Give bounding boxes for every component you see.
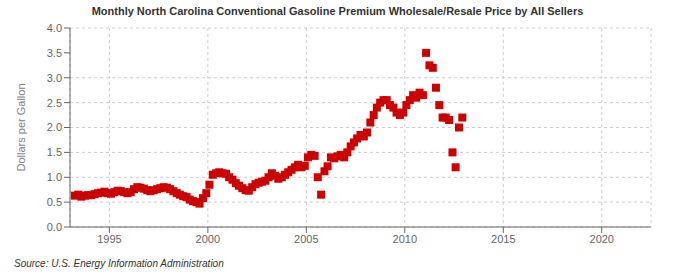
svg-text:2010: 2010 bbox=[393, 233, 417, 245]
svg-text:2.5: 2.5 bbox=[47, 97, 62, 109]
html-text:Monthly North Carolina Convent: Monthly North Carolina Conventional Gaso… bbox=[91, 5, 584, 17]
svg-text:0.0: 0.0 bbox=[47, 221, 62, 233]
svg-text:2000: 2000 bbox=[196, 233, 220, 245]
svg-text:3.0: 3.0 bbox=[47, 72, 62, 84]
svg-text:1.5: 1.5 bbox=[47, 146, 62, 158]
svg-text:1.0: 1.0 bbox=[47, 171, 62, 183]
svg-text:2015: 2015 bbox=[491, 233, 515, 245]
svg-text:4.0: 4.0 bbox=[47, 22, 62, 34]
svg-text:3.5: 3.5 bbox=[47, 47, 62, 59]
svg-text:2.0: 2.0 bbox=[47, 121, 62, 133]
svg-text:1995: 1995 bbox=[97, 233, 121, 245]
html-text:Source: U.S. Energy Informatio: Source: U.S. Energy Information Administ… bbox=[14, 258, 224, 269]
svg-text:2005: 2005 bbox=[294, 233, 318, 245]
svg-text:2020: 2020 bbox=[590, 233, 614, 245]
svg-text:0.5: 0.5 bbox=[47, 196, 62, 208]
svg-text:Dollars per Gallon: Dollars per Gallon bbox=[15, 83, 27, 171]
